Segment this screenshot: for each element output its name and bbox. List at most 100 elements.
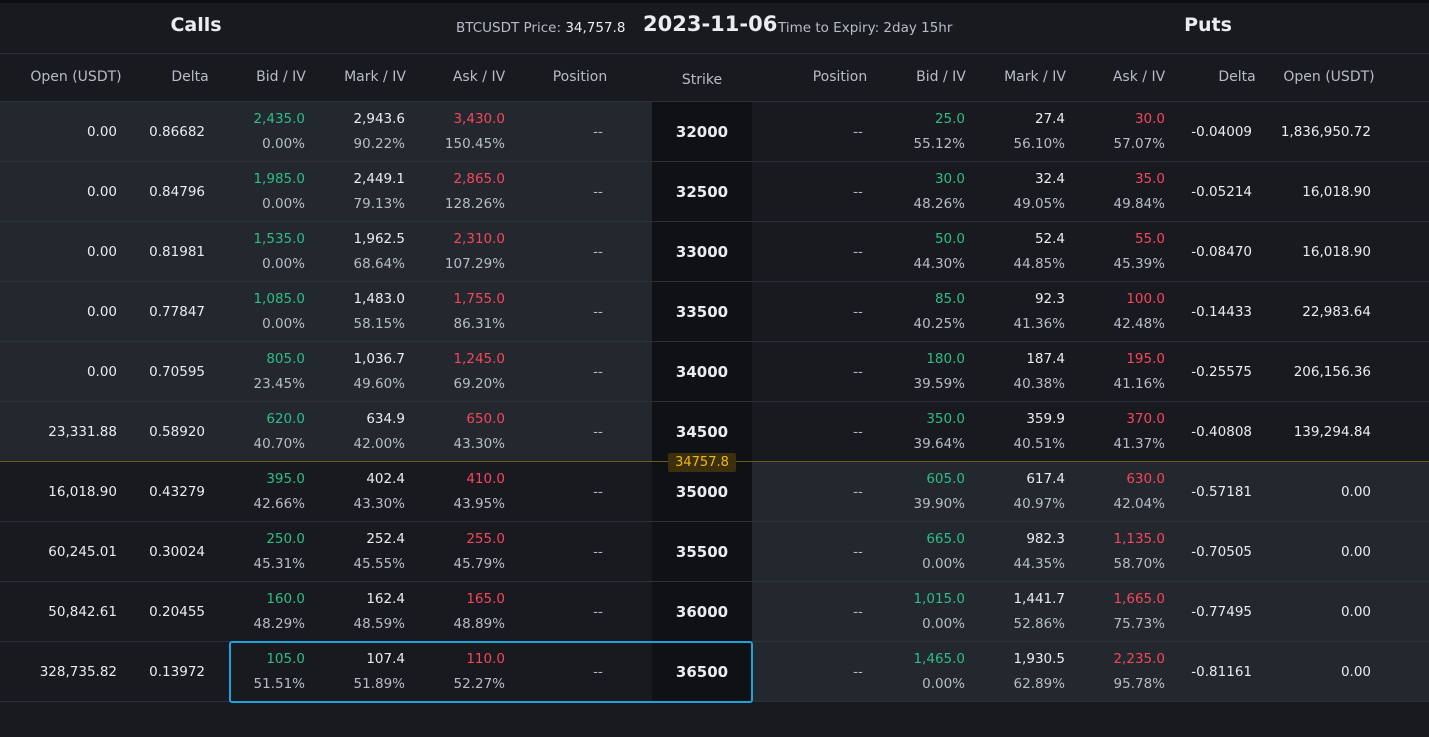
- call-bid[interactable]: 105.0: [266, 651, 305, 667]
- call-ask[interactable]: 1,245.0: [453, 351, 505, 367]
- put-mark-iv: 41.36%: [1013, 316, 1065, 332]
- call-bid-iv: 23.45%: [253, 376, 305, 392]
- row-divider: [0, 281, 1429, 282]
- put-open: 206,156.36: [1293, 364, 1371, 380]
- call-ask[interactable]: 3,430.0: [453, 111, 505, 127]
- column-header: Position: [812, 69, 868, 85]
- call-bid[interactable]: 1,085.0: [253, 291, 305, 307]
- put-bid[interactable]: 350.0: [926, 411, 965, 427]
- put-ask[interactable]: 370.0: [1126, 411, 1165, 427]
- call-mark-iv: 45.55%: [353, 556, 405, 572]
- put-ask[interactable]: 30.0: [1134, 111, 1165, 127]
- put-ask-iv: 41.16%: [1113, 376, 1165, 392]
- row-bg: [752, 102, 1429, 162]
- put-ask[interactable]: 55.0: [1134, 231, 1165, 247]
- call-mark-iv: 48.59%: [353, 616, 405, 632]
- call-delta: 0.58920: [149, 424, 205, 440]
- call-bid-iv: 0.00%: [262, 256, 305, 272]
- call-open: 0.00: [86, 304, 117, 320]
- put-ask[interactable]: 1,135.0: [1113, 531, 1165, 547]
- put-position: --: [853, 364, 863, 380]
- call-ask[interactable]: 650.0: [466, 411, 505, 427]
- call-mark: 2,449.1: [353, 171, 405, 187]
- put-bid[interactable]: 665.0: [926, 531, 965, 547]
- put-mark: 1,441.7: [1013, 591, 1065, 607]
- put-bid[interactable]: 30.0: [934, 171, 965, 187]
- put-ask[interactable]: 630.0: [1126, 471, 1165, 487]
- put-position: --: [853, 304, 863, 320]
- put-delta: -0.70505: [1191, 544, 1252, 560]
- row-bg: [0, 642, 652, 702]
- call-ask[interactable]: 1,755.0: [453, 291, 505, 307]
- call-ask[interactable]: 2,865.0: [453, 171, 505, 187]
- call-bid-iv: 40.70%: [253, 436, 305, 452]
- row-divider: [0, 341, 1429, 342]
- put-ask[interactable]: 100.0: [1126, 291, 1165, 307]
- put-ask[interactable]: 1,665.0: [1113, 591, 1165, 607]
- put-ask[interactable]: 2,235.0: [1113, 651, 1165, 667]
- put-bid[interactable]: 85.0: [934, 291, 965, 307]
- call-bid[interactable]: 1,985.0: [253, 171, 305, 187]
- call-ask[interactable]: 2,310.0: [453, 231, 505, 247]
- call-bid[interactable]: 805.0: [266, 351, 305, 367]
- call-ask[interactable]: 255.0: [466, 531, 505, 547]
- call-bid[interactable]: 160.0: [266, 591, 305, 607]
- put-mark-iv: 44.35%: [1013, 556, 1065, 572]
- call-ask-iv: 128.26%: [444, 196, 505, 212]
- call-bid[interactable]: 620.0: [266, 411, 305, 427]
- put-mark-iv: 44.85%: [1013, 256, 1065, 272]
- call-position: --: [593, 484, 603, 500]
- call-bid[interactable]: 2,435.0: [253, 111, 305, 127]
- put-ask[interactable]: 35.0: [1134, 171, 1165, 187]
- put-mark: 187.4: [1026, 351, 1065, 367]
- call-delta: 0.30024: [149, 544, 205, 560]
- call-mark: 402.4: [366, 471, 405, 487]
- put-bid[interactable]: 1,465.0: [913, 651, 965, 667]
- row-bg: [752, 462, 1429, 522]
- put-bid[interactable]: 605.0: [926, 471, 965, 487]
- call-ask[interactable]: 410.0: [466, 471, 505, 487]
- call-open: 60,245.01: [48, 544, 117, 560]
- call-mark-iv: 79.13%: [353, 196, 405, 212]
- price-value: 34,757.8: [565, 20, 626, 36]
- call-mark: 1,036.7: [353, 351, 405, 367]
- row-divider: [0, 161, 1429, 162]
- call-ask-iv: 48.89%: [453, 616, 505, 632]
- call-bid[interactable]: 395.0: [266, 471, 305, 487]
- row-divider: [0, 221, 1429, 222]
- column-header: Open (USDT): [1283, 69, 1375, 85]
- put-delta: -0.14433: [1191, 304, 1252, 320]
- call-open: 50,842.61: [48, 604, 117, 620]
- call-bid[interactable]: 1,535.0: [253, 231, 305, 247]
- row-bg: [0, 522, 652, 582]
- put-ask[interactable]: 195.0: [1126, 351, 1165, 367]
- put-bid[interactable]: 1,015.0: [913, 591, 965, 607]
- call-open: 23,331.88: [48, 424, 117, 440]
- call-ask[interactable]: 110.0: [466, 651, 505, 667]
- call-mark: 252.4: [366, 531, 405, 547]
- put-ask-iv: 42.04%: [1113, 496, 1165, 512]
- strike: 33500: [675, 303, 729, 321]
- put-bid[interactable]: 50.0: [934, 231, 965, 247]
- selection-box[interactable]: [229, 641, 753, 703]
- expiry-date[interactable]: 2023-11-06: [643, 12, 778, 36]
- put-open: 0.00: [1340, 664, 1371, 680]
- put-mark: 982.3: [1026, 531, 1065, 547]
- call-bid-iv: 0.00%: [262, 316, 305, 332]
- call-ask-iv: 150.45%: [444, 136, 505, 152]
- call-ask[interactable]: 165.0: [466, 591, 505, 607]
- put-delta: -0.08470: [1191, 244, 1252, 260]
- put-bid[interactable]: 25.0: [934, 111, 965, 127]
- column-header: Bid / IV: [916, 69, 966, 85]
- call-delta: 0.84796: [149, 184, 205, 200]
- call-mark: 1,962.5: [353, 231, 405, 247]
- put-bid[interactable]: 180.0: [926, 351, 965, 367]
- put-mark: 1,930.5: [1013, 651, 1065, 667]
- call-bid[interactable]: 250.0: [266, 531, 305, 547]
- call-bid-iv: 0.00%: [262, 196, 305, 212]
- row-bg: [0, 222, 652, 282]
- call-delta: 0.13972: [149, 664, 205, 680]
- put-position: --: [853, 544, 863, 560]
- row-bg: [752, 402, 1429, 462]
- call-delta: 0.43279: [149, 484, 205, 500]
